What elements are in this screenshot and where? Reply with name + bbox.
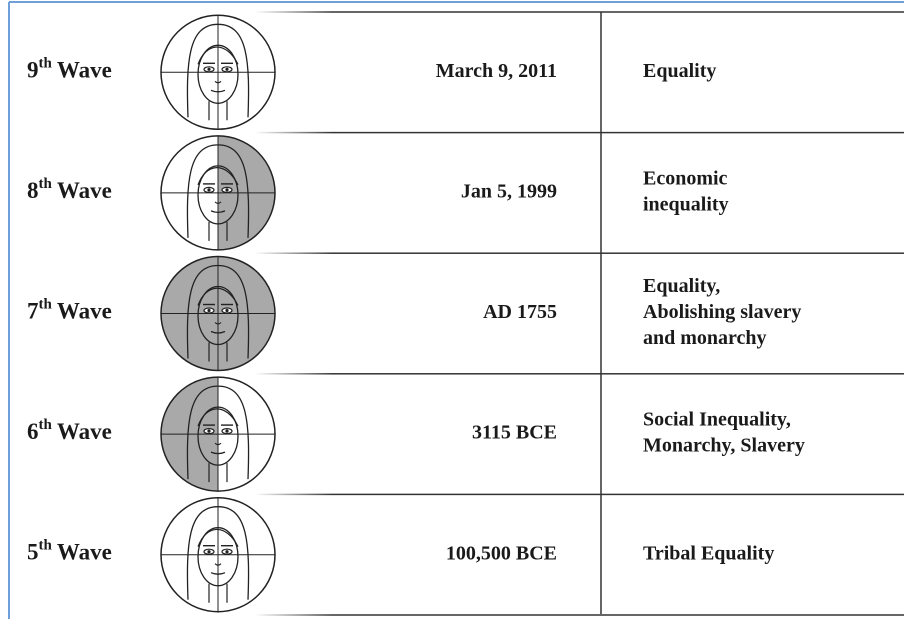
- pupil: [225, 430, 228, 433]
- date: March 9, 2011: [436, 60, 557, 82]
- description: Tribal Equality: [643, 542, 774, 564]
- separator: [255, 494, 904, 496]
- wave-suffix: th: [39, 56, 53, 72]
- pupil: [207, 188, 210, 191]
- description: Equality: [643, 60, 716, 82]
- wave-suffix: th: [39, 538, 53, 554]
- description: Monarchy, Slavery: [643, 435, 805, 457]
- page: {"rows": [ {"number": "9", "suffix": "th…: [0, 0, 904, 619]
- pupil: [207, 550, 210, 553]
- pupil: [225, 309, 228, 312]
- wave-number: 9: [27, 58, 39, 83]
- wave-suffix: th: [39, 418, 53, 434]
- date: Jan 5, 1999: [461, 180, 557, 202]
- wave-word: Wave: [57, 419, 112, 444]
- face-icon: [161, 498, 275, 612]
- wave-word: Wave: [57, 299, 112, 324]
- pupil: [207, 430, 210, 433]
- pupil: [225, 68, 228, 71]
- pupil: [225, 550, 228, 553]
- description: Economic: [643, 167, 728, 189]
- description: Abolishing slavery: [643, 301, 801, 323]
- wave-number: 5: [27, 540, 39, 565]
- separator: [255, 252, 904, 254]
- wave-suffix: th: [39, 176, 53, 192]
- separator: [255, 373, 904, 375]
- date: 100,500 BCE: [446, 542, 557, 564]
- description: Equality,: [643, 275, 720, 297]
- face-icon: [161, 136, 275, 250]
- wave-table: 9thWaveMarch 9, 2011Equality8thWaveJan 5…: [0, 0, 904, 619]
- wave-number: 6: [27, 419, 39, 444]
- pupil: [207, 68, 210, 71]
- wave-word: Wave: [57, 58, 112, 83]
- description: Social Inequality,: [643, 409, 791, 431]
- wave-number: 7: [27, 299, 39, 324]
- face-icon: [161, 377, 275, 491]
- pupil: [207, 309, 210, 312]
- pupil: [225, 188, 228, 191]
- separator: [255, 11, 904, 13]
- face-icon: [161, 257, 275, 371]
- wave-word: Wave: [57, 540, 112, 565]
- separator: [255, 132, 904, 134]
- description: inequality: [643, 193, 729, 215]
- date: AD 1755: [483, 301, 557, 323]
- date: 3115 BCE: [472, 422, 557, 444]
- wave-suffix: th: [39, 297, 53, 313]
- separator: [255, 614, 904, 616]
- wave-number: 8: [27, 178, 39, 203]
- face-icon: [161, 15, 275, 129]
- wave-word: Wave: [57, 178, 112, 203]
- description: and monarchy: [643, 327, 767, 349]
